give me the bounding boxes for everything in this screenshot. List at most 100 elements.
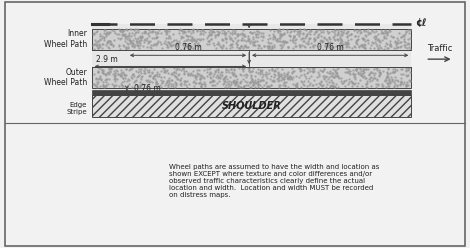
Point (244, 38, 252, 42)
Point (228, 45, 235, 49)
Point (183, 37, 190, 41)
Point (247, 85, 254, 89)
Bar (92, 24, 411, 117)
Point (226, 84, 233, 88)
Point (297, 43, 304, 47)
Point (303, 32, 311, 36)
Point (126, 28, 134, 31)
Point (379, 82, 386, 86)
Point (206, 66, 213, 70)
Point (192, 39, 200, 43)
Point (250, 43, 257, 47)
Point (241, 34, 249, 38)
Point (130, 29, 138, 32)
Point (277, 83, 284, 87)
Point (295, 31, 302, 34)
Point (360, 70, 368, 74)
Point (300, 44, 307, 48)
Point (334, 28, 342, 32)
Point (318, 69, 325, 73)
Point (233, 42, 240, 46)
Point (396, 82, 403, 86)
Point (265, 44, 272, 48)
Point (285, 76, 293, 80)
Point (104, 82, 111, 86)
Point (386, 43, 394, 47)
Point (153, 41, 161, 45)
Point (296, 44, 304, 48)
Point (303, 66, 311, 70)
Point (339, 42, 346, 46)
Point (172, 42, 179, 46)
Point (206, 32, 214, 36)
Point (177, 28, 185, 32)
Point (255, 82, 262, 86)
Point (168, 72, 176, 76)
Point (116, 43, 123, 47)
Point (188, 37, 196, 41)
Point (170, 32, 177, 36)
Point (297, 31, 304, 35)
Point (143, 68, 150, 72)
Point (390, 80, 398, 84)
Point (205, 39, 213, 43)
Point (207, 37, 215, 41)
Point (384, 72, 392, 76)
Point (281, 80, 288, 84)
Point (243, 73, 251, 77)
Point (330, 85, 338, 89)
Point (383, 36, 390, 40)
Point (90, 42, 98, 46)
Point (376, 39, 383, 43)
Point (231, 73, 239, 77)
Point (403, 46, 411, 50)
Point (238, 35, 246, 39)
Point (197, 84, 205, 88)
Point (354, 71, 362, 75)
Point (386, 42, 393, 46)
Point (334, 74, 342, 78)
Point (289, 46, 297, 50)
Point (177, 36, 185, 40)
Point (343, 35, 350, 39)
Point (368, 40, 376, 44)
Point (344, 30, 351, 34)
Point (98, 33, 106, 37)
Point (252, 32, 260, 36)
Point (278, 45, 285, 49)
Point (198, 82, 205, 86)
Point (293, 82, 300, 86)
Point (314, 33, 321, 37)
Point (185, 71, 192, 75)
Point (295, 75, 302, 79)
Point (177, 34, 185, 38)
Point (249, 83, 257, 87)
Point (240, 44, 248, 48)
Point (293, 32, 300, 36)
Point (151, 42, 158, 46)
Point (268, 44, 276, 48)
Point (277, 32, 284, 36)
Point (230, 71, 238, 75)
Point (315, 32, 323, 36)
Point (334, 75, 342, 79)
Point (373, 38, 381, 42)
Point (332, 85, 339, 89)
Point (339, 81, 346, 85)
Point (150, 67, 157, 71)
Point (331, 32, 339, 36)
Point (397, 79, 405, 83)
Point (247, 73, 255, 77)
Point (181, 30, 189, 34)
Point (129, 38, 136, 42)
Point (223, 68, 230, 72)
Point (158, 80, 165, 84)
Point (406, 36, 413, 40)
Point (194, 43, 202, 47)
Point (319, 68, 326, 72)
Point (268, 46, 276, 50)
Point (213, 81, 221, 85)
Point (169, 82, 177, 86)
Point (324, 77, 331, 81)
Point (283, 76, 290, 80)
